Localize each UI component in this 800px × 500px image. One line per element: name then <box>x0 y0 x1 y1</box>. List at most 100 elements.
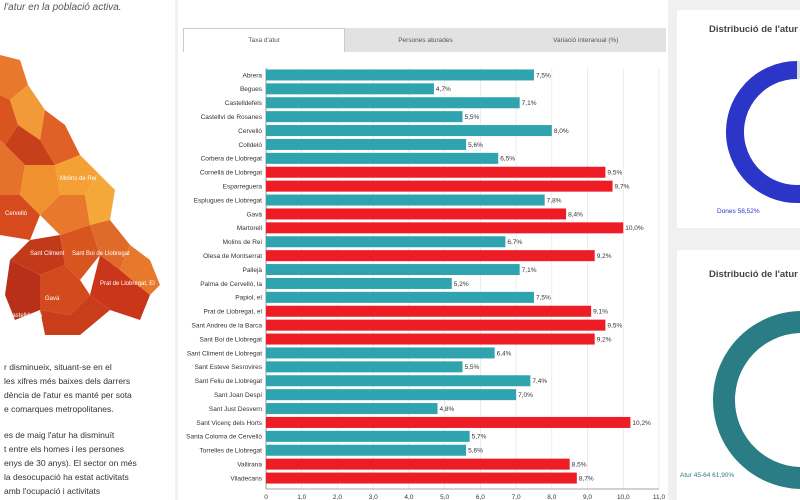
map-region[interactable] <box>85 173 115 225</box>
data-label: 7,5% <box>536 72 551 79</box>
map-label: Prat de Llobregat, El <box>100 281 155 287</box>
map-region[interactable] <box>10 235 65 275</box>
data-label: 10,0% <box>625 225 644 232</box>
map-region[interactable] <box>40 110 80 165</box>
category-label: Begues <box>240 86 263 93</box>
category-label: Papiol, el <box>235 295 262 302</box>
text-line: t entre els homes i les persones <box>4 444 125 454</box>
category-label: Prat de Llobregat, el <box>203 309 262 316</box>
unemployment-bar-chart: 0 1,0 2,0 3,0 4,0 5,0 6,0 7,0 8,0 9,0 10,0 11,0 Abre… <box>178 60 668 500</box>
category-label: Cornellà de Llobregat <box>200 170 262 177</box>
bar[interactable] <box>266 97 520 109</box>
map-labels: Molins de Rei Cervelló Sant Climent Sant… <box>5 176 155 319</box>
donut-slice-main[interactable] <box>726 61 800 203</box>
tab-variacio-interanual[interactable]: Variació interanual (%) <box>505 28 666 52</box>
bar[interactable] <box>266 111 463 123</box>
bar[interactable] <box>266 264 520 276</box>
map-region[interactable] <box>5 260 40 320</box>
bar[interactable] <box>266 319 606 331</box>
map-region[interactable] <box>40 195 90 235</box>
data-label: 7,1% <box>522 100 537 107</box>
bar[interactable] <box>266 152 499 164</box>
map-region[interactable] <box>10 85 45 140</box>
map-region[interactable] <box>60 225 100 280</box>
data-label: 5,6% <box>468 142 483 149</box>
bar[interactable] <box>266 125 552 137</box>
bar[interactable] <box>266 347 495 359</box>
map-region[interactable] <box>55 155 98 195</box>
bar[interactable] <box>266 138 467 150</box>
bar[interactable] <box>266 83 434 95</box>
data-label: 5,5% <box>465 364 480 371</box>
category-label: Castellví de Rosanes <box>201 114 263 121</box>
text-line: es de maig l'atur ha disminuït <box>4 430 115 440</box>
donut-data-label: Atur 45-64 61,90% <box>680 472 734 479</box>
bar[interactable] <box>266 305 592 317</box>
data-label: 4,7% <box>436 86 451 93</box>
text-line: amb l'ocupació i activitats <box>4 486 101 496</box>
map-label: Gavà <box>45 296 60 302</box>
bar[interactable] <box>266 416 631 428</box>
text-line: dència de l'atur es manté per sota <box>4 390 132 400</box>
bar[interactable] <box>266 444 467 456</box>
data-label: 9,7% <box>615 183 630 190</box>
bar[interactable] <box>266 180 613 192</box>
map-region[interactable] <box>40 295 110 335</box>
gender-donut-chart: Dones 58,52% <box>717 61 800 215</box>
bar[interactable] <box>266 458 570 470</box>
bar[interactable] <box>266 333 595 345</box>
category-label: Sant Feliu de Llobregat <box>195 378 262 385</box>
bar[interactable] <box>266 277 452 289</box>
x-tick-label: 3,0 <box>369 494 378 500</box>
x-tick-label: 4,0 <box>404 494 413 500</box>
category-label: Abrera <box>242 72 262 79</box>
data-label: 7,4% <box>532 378 547 385</box>
bar[interactable] <box>266 250 595 262</box>
category-label: Castelldefels <box>225 100 263 107</box>
bar[interactable] <box>266 208 567 220</box>
map-region[interactable] <box>0 55 28 100</box>
bar[interactable] <box>266 403 438 415</box>
bar[interactable] <box>266 472 577 484</box>
data-label: 5,7% <box>472 434 487 441</box>
data-label: 8,4% <box>568 211 583 218</box>
data-label: 9,5% <box>607 170 622 177</box>
data-label: 5,5% <box>465 114 480 121</box>
tab-persones-aturades[interactable]: Persones aturades <box>345 28 506 52</box>
map-region[interactable] <box>90 220 130 270</box>
data-label: 6,4% <box>497 350 512 357</box>
map-region[interactable] <box>5 125 55 165</box>
age-distribution-card: Distribució de l'atur Atur 45-64 61,90% <box>677 250 800 500</box>
bar[interactable] <box>266 430 470 442</box>
bar[interactable] <box>266 375 531 387</box>
map-regions <box>0 55 160 335</box>
category-label: Sant Andreu de la Barca <box>192 322 263 329</box>
donut-slice-main[interactable] <box>713 311 800 489</box>
text-line: r disminueix, situant-se en el <box>4 362 112 372</box>
bar[interactable] <box>266 194 545 206</box>
text-line: enys de 30 anys). El sector on més <box>4 458 137 468</box>
data-label: 8,5% <box>572 461 587 468</box>
map-region[interactable] <box>0 195 40 240</box>
category-label: Santa Coloma de Cervelló <box>186 434 262 441</box>
map-region[interactable] <box>120 245 160 295</box>
data-label: 6,7% <box>507 239 522 246</box>
map-region[interactable] <box>40 265 90 315</box>
bar[interactable] <box>266 361 463 373</box>
bar[interactable] <box>266 389 517 401</box>
category-label: Sant Vicenç dels Horts <box>196 420 262 427</box>
bar[interactable] <box>266 236 506 248</box>
map-region[interactable] <box>90 255 150 320</box>
bar[interactable] <box>266 166 606 178</box>
map-region[interactable] <box>0 140 25 195</box>
map-region[interactable] <box>0 95 18 145</box>
intro-text: l'atur en la població activa. <box>4 2 122 13</box>
bar[interactable] <box>266 222 624 234</box>
map-region[interactable] <box>20 165 60 215</box>
category-label: Cervelló <box>238 128 262 135</box>
bar[interactable] <box>266 291 534 303</box>
map-label: Sant Boi de Llobregat <box>72 251 130 257</box>
tab-taxa-atur[interactable]: Taxa d'atur <box>183 28 346 52</box>
category-label: Esplugues de Llobregat <box>194 197 262 204</box>
bar[interactable] <box>266 69 534 81</box>
